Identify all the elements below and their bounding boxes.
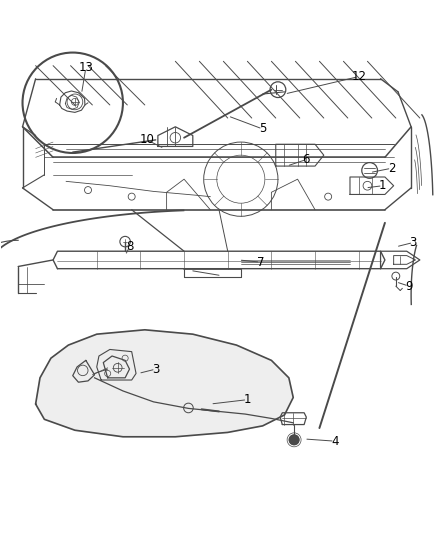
Text: 5: 5 xyxy=(259,123,266,135)
Text: 3: 3 xyxy=(152,362,159,376)
Text: 7: 7 xyxy=(257,256,264,269)
Polygon shape xyxy=(35,330,293,437)
Text: 13: 13 xyxy=(78,61,93,74)
Text: 9: 9 xyxy=(405,280,413,293)
Text: 1: 1 xyxy=(244,393,251,406)
Text: 3: 3 xyxy=(410,236,417,249)
Text: 8: 8 xyxy=(126,240,133,253)
Text: 6: 6 xyxy=(303,153,310,166)
Text: 12: 12 xyxy=(351,70,366,83)
Text: 4: 4 xyxy=(331,434,339,448)
Text: 10: 10 xyxy=(140,133,155,147)
Circle shape xyxy=(289,435,299,445)
Text: 1: 1 xyxy=(379,179,386,192)
Text: 2: 2 xyxy=(388,161,395,175)
